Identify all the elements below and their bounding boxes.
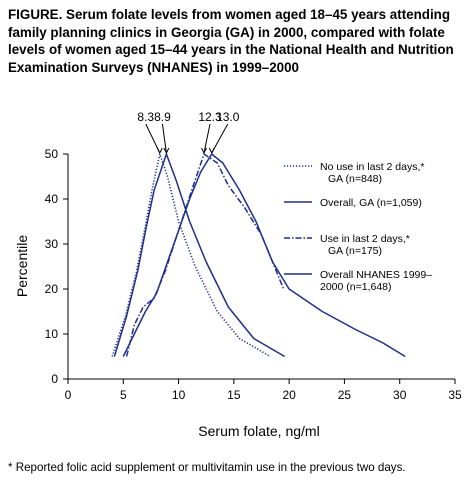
y-tick-label: 20 — [45, 282, 59, 296]
peak-arrowhead — [163, 147, 170, 155]
legend-label-4-line2: 2000 (n=1,648) — [320, 281, 392, 293]
figure-title: FIGURE. Serum folate levels from women a… — [8, 7, 454, 75]
line-chart: 0 5 10 15 20 25 30 35 0 10 20 30 40 50 8.3 8.9 12.313.0… — [14, 110, 462, 439]
legend: No use in last 2 days,*GA (n=848) Overall… — [284, 161, 432, 293]
x-tick-label: 30 — [393, 388, 407, 402]
peak-label: 8.9 — [154, 110, 171, 124]
y-tick-label: 40 — [45, 192, 59, 206]
x-tick-label: 25 — [338, 388, 352, 402]
y-tick-label: 0 — [51, 372, 58, 386]
x-tick-label: 35 — [448, 388, 462, 402]
x-tick-label: 0 — [65, 388, 72, 402]
x-tick-label: 5 — [120, 388, 127, 402]
peak-arrowhead — [156, 147, 163, 155]
legend-label-1: No use in last 2 days,* — [320, 161, 424, 173]
legend-label-3: Use in last 2 days,* — [320, 233, 410, 245]
peak-arrowhead — [201, 147, 207, 155]
peak-pointer — [203, 123, 211, 154]
peak-label: 13.0 — [216, 110, 240, 124]
legend-label-2: Overall, GA (n=1,059) — [320, 197, 422, 209]
legend-label-4: Overall NHANES 1999– — [320, 269, 432, 281]
series-line-3 — [125, 153, 285, 357]
series-layer — [111, 153, 406, 358]
y-tick-label: 10 — [45, 327, 59, 341]
peak-label: 12.3 — [198, 110, 222, 124]
series-line-2 — [113, 153, 286, 358]
y-tick-label: 50 — [45, 147, 59, 161]
series-line-4 — [122, 153, 406, 358]
peak-label: 8.3 — [137, 110, 154, 124]
x-tick-label: 15 — [227, 388, 241, 402]
series-line-1 — [111, 153, 271, 358]
peak-arrowhead — [208, 147, 215, 155]
axes — [67, 154, 455, 380]
x-axis-title: Serum folate, ng/ml — [198, 423, 319, 439]
y-axis-title: Percentile — [14, 235, 30, 297]
legend-label-3-line2: GA (n=175) — [328, 245, 382, 257]
axis-ticks: 0 5 10 15 20 25 30 35 0 10 20 30 40 50 — [45, 147, 462, 402]
legend-label-1-line2: GA (n=848) — [328, 173, 382, 185]
footnote: * Reported folic acid supplement or mult… — [8, 461, 406, 474]
x-tick-label: 20 — [282, 388, 296, 402]
peak-annotations: 8.3 8.9 12.313.0 — [137, 110, 240, 155]
x-tick-label: 10 — [172, 388, 186, 402]
y-tick-label: 30 — [45, 237, 59, 251]
peak-pointer — [161, 123, 167, 154]
